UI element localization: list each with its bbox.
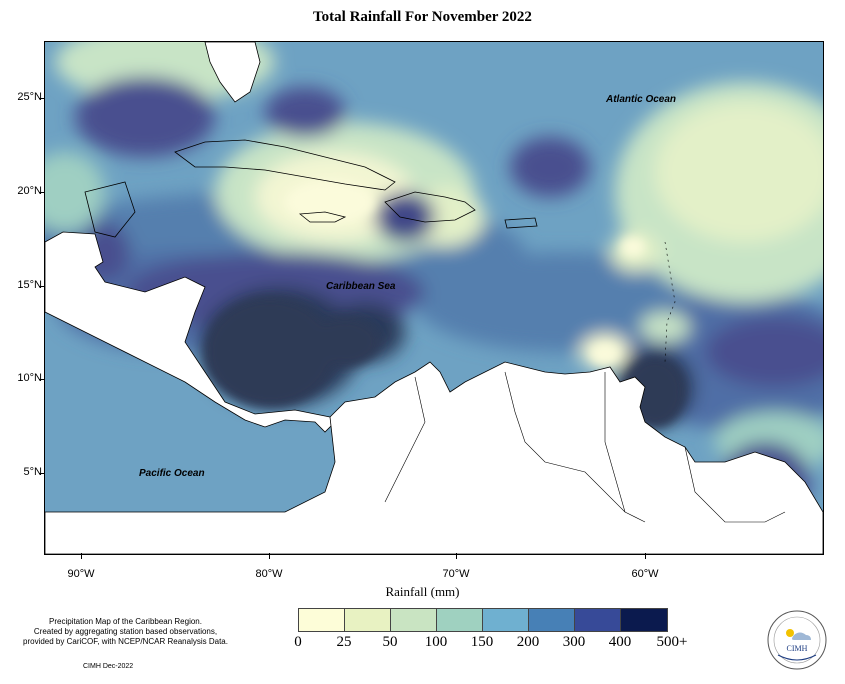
- lon-label-90w: 90°W: [67, 568, 95, 580]
- legend-label: 200: [516, 634, 540, 650]
- footnote-line: Created by aggregating station based obs…: [33, 627, 218, 636]
- borders: [384, 241, 786, 523]
- legend-swatch: [345, 609, 391, 631]
- credit: CIMH Dec-2022: [83, 663, 134, 670]
- legend-swatch: [529, 609, 575, 631]
- legend-label: 0: [294, 634, 302, 650]
- footnote-line: provided by CariCOF, with NCEP/NCAR Rean…: [23, 637, 228, 646]
- legend-swatch: [437, 609, 483, 631]
- lat-tick: [39, 286, 45, 287]
- map-title: Total Rainfall For November 2022: [313, 9, 532, 25]
- lat-tick: [39, 473, 45, 474]
- legend-swatch: [391, 609, 437, 631]
- footnote-line: Precipitation Map of the Caribbean Regio…: [49, 617, 202, 626]
- x-axis-label: Rainfall (mm): [385, 584, 460, 599]
- legend-label: 50: [382, 634, 398, 650]
- land-masses: [45, 42, 823, 554]
- lat-label-25n: 25°N: [17, 91, 42, 103]
- lat-tick: [39, 379, 45, 380]
- lat-label-5n: 5°N: [23, 466, 42, 478]
- footnote: Precipitation Map of the Caribbean Regio…: [8, 617, 243, 647]
- caribbean-sea-label: Caribbean Sea: [326, 281, 396, 292]
- lon-label-60w: 60°W: [631, 568, 659, 580]
- lon-label-80w: 80°W: [255, 568, 283, 580]
- legend-swatch: [621, 609, 667, 631]
- legend-label: 400: [608, 634, 632, 650]
- legend-label: 100: [424, 634, 448, 650]
- legend-label: 25: [336, 634, 352, 650]
- lat-label-15n: 15°N: [17, 279, 42, 291]
- lon-tick: [269, 553, 270, 559]
- lat-label-20n: 20°N: [17, 185, 42, 197]
- rainfall-legend: [298, 608, 668, 632]
- lat-tick: [39, 98, 45, 99]
- lon-tick: [81, 553, 82, 559]
- legend-swatch: [575, 609, 621, 631]
- lon-tick: [456, 553, 457, 559]
- cimh-logo: CIMH: [767, 610, 827, 670]
- rainfall-extremes: [205, 180, 685, 427]
- lon-tick: [645, 553, 646, 559]
- rainfall-map: [44, 41, 824, 555]
- lon-label-70w: 70°W: [442, 568, 470, 580]
- rainfall-map-svg: [45, 42, 823, 554]
- legend-label: 150: [470, 634, 494, 650]
- atlantic-ocean-label: Atlantic Ocean: [606, 94, 677, 105]
- lat-tick: [39, 192, 45, 193]
- logo-text: CIMH: [787, 644, 808, 653]
- legend-swatch: [483, 609, 529, 631]
- lat-label-10n: 10°N: [17, 372, 42, 384]
- legend-swatch: [299, 609, 345, 631]
- legend-label: 300: [562, 634, 586, 650]
- pacific-ocean-label: Pacific Ocean: [139, 468, 205, 479]
- legend-label: 500+: [656, 634, 688, 650]
